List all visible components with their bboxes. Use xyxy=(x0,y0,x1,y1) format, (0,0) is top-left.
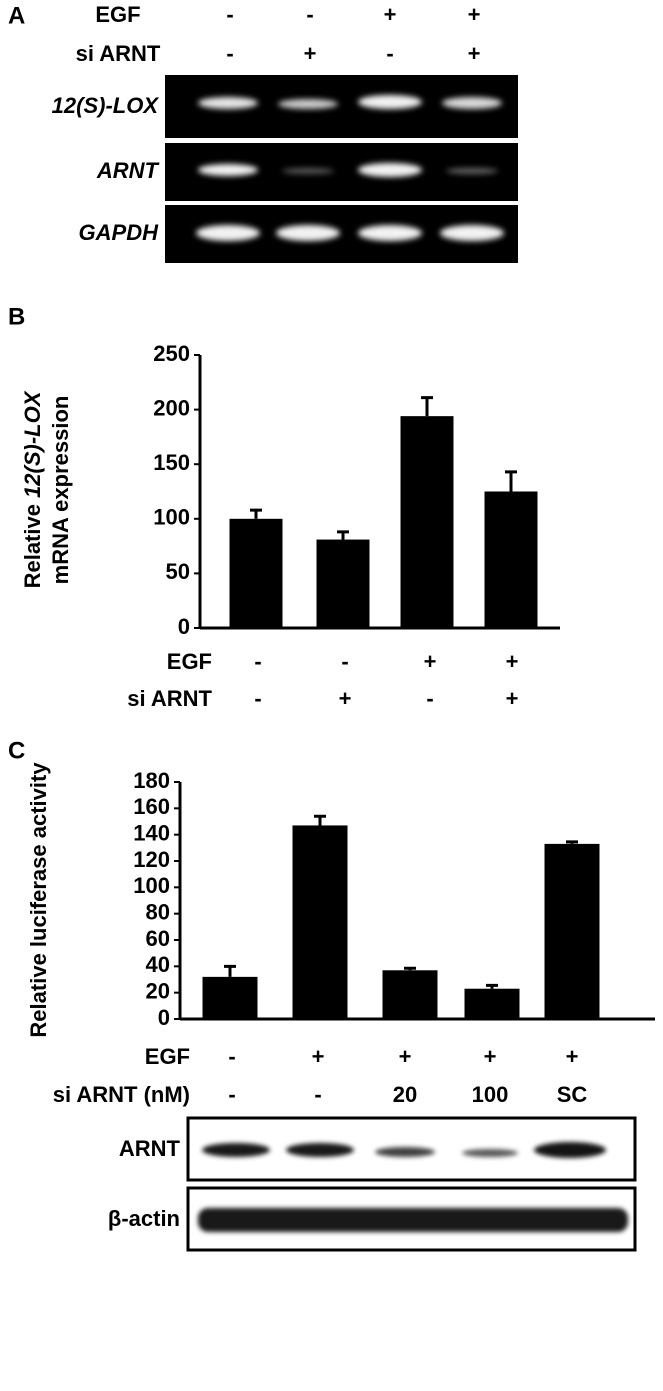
treatment-sign: - xyxy=(306,2,313,27)
treatment-sign: + xyxy=(399,1044,412,1069)
blot-row-label: β-actin xyxy=(108,1206,180,1231)
error-bar xyxy=(314,814,326,826)
treatment-sign: + xyxy=(468,2,481,27)
error-bar xyxy=(505,470,517,492)
y-tick-label: 60 xyxy=(146,926,170,951)
y-tick-label: 100 xyxy=(153,505,190,530)
y-tick-label: 0 xyxy=(178,614,190,639)
blot-row-label: ARNT xyxy=(119,1136,181,1161)
y-tick-label: 20 xyxy=(146,978,170,1003)
treatment-sign: - xyxy=(226,41,233,66)
treatment-sign: - xyxy=(228,1082,235,1107)
error-bar xyxy=(421,396,433,417)
error-bar xyxy=(250,508,262,519)
treatment-sign: + xyxy=(339,686,352,711)
panel-label: B xyxy=(8,303,25,330)
gel-row-label: 12(S)-LOX xyxy=(52,93,160,118)
treatment-sign: 20 xyxy=(393,1082,417,1107)
treatment-label: si ARNT xyxy=(76,41,161,66)
treatment-label: EGF xyxy=(167,649,212,674)
panel-label: C xyxy=(8,737,25,764)
treatment-sign: + xyxy=(484,1044,497,1069)
y-axis-label-part: Relative luciferase activity xyxy=(26,762,51,1038)
gel-row-label: ARNT xyxy=(96,158,160,183)
bar xyxy=(400,416,454,628)
error-bar xyxy=(337,530,349,540)
treatment-label: EGF xyxy=(95,2,140,27)
bar xyxy=(316,539,370,628)
y-tick-label: 160 xyxy=(133,794,170,819)
treatment-sign: - xyxy=(426,686,433,711)
bar xyxy=(544,843,600,1019)
panel-label: A xyxy=(8,2,25,29)
y-axis-label-part: Relative xyxy=(20,498,45,589)
gel xyxy=(165,75,518,263)
treatment-sign: + xyxy=(468,41,481,66)
error-bar xyxy=(486,983,498,989)
y-tick-label: 40 xyxy=(146,952,170,977)
error-bar xyxy=(224,964,236,977)
bar xyxy=(202,976,258,1019)
y-tick-label: 140 xyxy=(133,820,170,845)
treatment-sign: 100 xyxy=(472,1082,509,1107)
y-axis-label-part: 12(S)-LOX xyxy=(20,390,45,498)
treatment-sign: - xyxy=(226,2,233,27)
bar xyxy=(229,518,283,628)
treatment-sign: - xyxy=(314,1082,321,1107)
bar xyxy=(292,825,348,1019)
treatment-sign: + xyxy=(304,41,317,66)
y-axis-label-part: mRNA expression xyxy=(48,396,73,585)
treatment-sign: + xyxy=(424,649,437,674)
treatment-label: si ARNT (nM) xyxy=(53,1082,190,1107)
bar xyxy=(484,491,538,628)
y-tick-label: 0 xyxy=(158,1005,170,1030)
bar xyxy=(382,970,438,1019)
treatment-sign: - xyxy=(228,1044,235,1069)
error-bar xyxy=(566,840,578,844)
treatment-sign: + xyxy=(566,1044,579,1069)
y-tick-label: 180 xyxy=(133,768,170,793)
y-axis-label: Relative luciferase activity xyxy=(26,762,51,1038)
western-blot xyxy=(186,1116,637,1252)
error-bar xyxy=(404,966,416,971)
gel-row-label: GAPDH xyxy=(79,220,160,245)
y-tick-label: 250 xyxy=(153,341,190,366)
treatment-label: si ARNT xyxy=(127,686,212,711)
treatment-sign: - xyxy=(254,649,261,674)
y-axis-label: Relative 12(S)-LOX xyxy=(20,390,45,588)
treatment-label: EGF xyxy=(145,1044,190,1069)
y-tick-label: 150 xyxy=(153,450,190,475)
y-tick-label: 80 xyxy=(146,899,170,924)
treatment-sign: - xyxy=(254,686,261,711)
y-axis-label: mRNA expression xyxy=(48,396,73,585)
treatment-sign: + xyxy=(384,2,397,27)
treatment-sign: - xyxy=(341,649,348,674)
treatment-sign: + xyxy=(312,1044,325,1069)
treatment-sign: - xyxy=(386,41,393,66)
treatment-sign: SC xyxy=(557,1082,588,1107)
y-tick-label: 50 xyxy=(166,559,190,584)
y-tick-label: 120 xyxy=(133,847,170,872)
treatment-sign: + xyxy=(506,649,519,674)
treatment-sign: + xyxy=(506,686,519,711)
y-tick-label: 200 xyxy=(153,395,190,420)
bar xyxy=(464,988,520,1019)
y-tick-label: 100 xyxy=(133,873,170,898)
